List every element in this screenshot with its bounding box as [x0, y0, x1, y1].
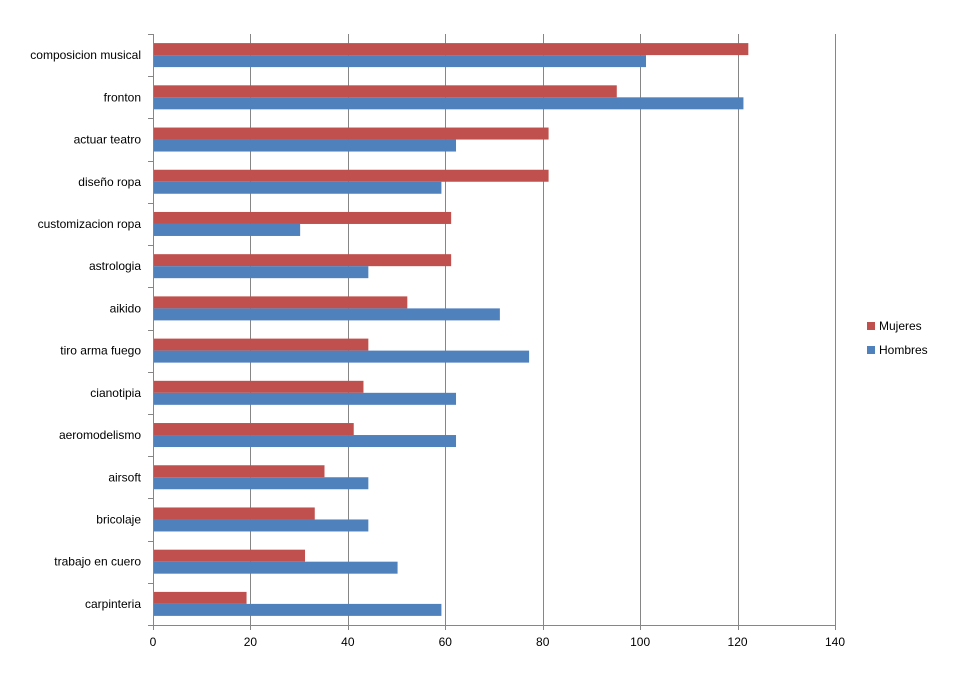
category-label: aikido — [110, 301, 142, 315]
bar-mujeres — [154, 465, 325, 478]
x-tick-label: 60 — [439, 635, 453, 649]
category-label: bricolaje — [96, 512, 141, 526]
bar-hombres — [154, 350, 530, 363]
category-label: diseño ropa — [78, 175, 141, 189]
legend: Mujeres Hombres — [867, 319, 928, 357]
category-label: carpinteria — [85, 597, 141, 611]
axes — [148, 34, 836, 630]
bar-mujeres — [154, 211, 452, 224]
category-label: customizacion ropa — [38, 217, 142, 231]
category-label: actuar teatro — [74, 133, 142, 147]
legend-label: Mujeres — [879, 319, 922, 333]
x-tick-label: 140 — [825, 635, 845, 649]
category-label: aeromodelismo — [59, 428, 141, 442]
grid-lines — [250, 34, 836, 625]
bar-mujeres — [154, 549, 306, 562]
bar-hombres — [154, 55, 647, 68]
bar-mujeres — [154, 85, 617, 98]
x-tick-label: 40 — [341, 635, 355, 649]
bar-hombres — [154, 223, 301, 236]
bar-mujeres — [154, 296, 408, 309]
bar-mujeres — [154, 43, 749, 56]
category-label: airsoft — [108, 470, 141, 484]
bar-hombres — [154, 603, 442, 616]
x-tick-label: 20 — [244, 635, 258, 649]
bar-mujeres — [154, 507, 315, 520]
category-label: cianotipia — [90, 386, 141, 400]
category-label: trabajo en cuero — [54, 555, 141, 569]
bar-hombres — [154, 477, 369, 490]
bar-mujeres — [154, 591, 247, 604]
bar-hombres — [154, 181, 442, 194]
bar-hombres — [154, 561, 398, 574]
x-tick-label: 0 — [150, 635, 157, 649]
x-tick-label: 80 — [536, 635, 550, 649]
bar-hombres — [154, 519, 369, 532]
tick-labels: 0 20 40 60 80 100 120 140 — [150, 635, 846, 649]
bar-mujeres — [154, 169, 549, 182]
category-label: fronton — [104, 90, 141, 104]
bars — [154, 43, 749, 616]
legend-label: Hombres — [879, 343, 928, 357]
x-tick-label: 100 — [630, 635, 650, 649]
category-label: tiro arma fuego — [60, 344, 141, 358]
bar-mujeres — [154, 423, 354, 436]
x-tick-label: 120 — [728, 635, 748, 649]
bar-hombres — [154, 139, 457, 152]
bar-hombres — [154, 435, 457, 448]
bar-hombres — [154, 308, 500, 321]
category-label: astrologia — [89, 259, 141, 273]
category-label: composicion musical — [30, 48, 141, 62]
legend-swatch — [867, 322, 875, 330]
category-labels: composicion musical fronton actuar teatro d… — [30, 48, 141, 611]
bar-mujeres — [154, 254, 452, 267]
legend-swatch — [867, 346, 875, 354]
bar-hombres — [154, 266, 369, 279]
bar-hombres — [154, 392, 457, 405]
bar-mujeres — [154, 338, 369, 351]
bar-mujeres — [154, 127, 549, 140]
bar-mujeres — [154, 380, 364, 393]
bar-hombres — [154, 97, 744, 110]
